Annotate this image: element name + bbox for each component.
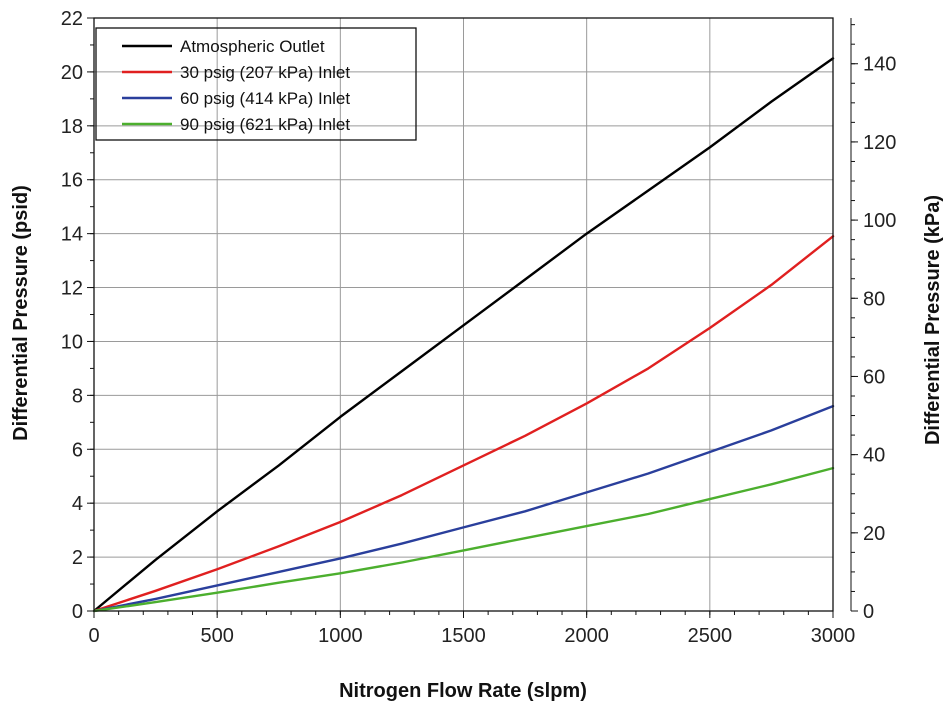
y-tick-label: 2 <box>72 547 83 569</box>
y2-tick-label: 80 <box>863 288 885 310</box>
y2-tick-label: 40 <box>863 445 885 467</box>
grid <box>94 18 833 611</box>
y-tick-label: 16 <box>61 170 83 192</box>
x-tick-label: 2000 <box>564 625 609 647</box>
x-tick-label: 500 <box>200 625 233 647</box>
legend-label: 60 psig (414 kPa) Inlet <box>180 89 350 108</box>
y-tick-label: 12 <box>61 278 83 300</box>
series-line-1 <box>92 57 835 613</box>
y-tick-label: 10 <box>61 331 83 353</box>
legend-label: 90 psig (621 kPa) Inlet <box>180 115 350 134</box>
legend-label: 30 psig (207 kPa) Inlet <box>180 63 350 82</box>
series-line-4 <box>92 466 835 613</box>
y-tick-label: 6 <box>72 439 83 461</box>
series-line-2 <box>92 235 835 613</box>
y-tick-label: 0 <box>72 601 83 623</box>
y2-tick-label: 100 <box>863 210 896 232</box>
y-tick-label: 18 <box>61 116 83 138</box>
y2-tick-label: 20 <box>863 523 885 545</box>
legend: Atmospheric Outlet 30 psig (207 kPa) Inle… <box>95 27 417 141</box>
y2-tick-label: 120 <box>863 132 896 154</box>
x-tick-label: 1500 <box>441 625 486 647</box>
x-tick-label: 3000 <box>811 625 856 647</box>
y-tick-label: 8 <box>72 385 83 407</box>
axis-ticks <box>87 17 858 618</box>
y-axis-title: Differential Pressure (psid) <box>10 185 32 441</box>
y-tick-label: 4 <box>72 493 83 515</box>
tick-labels: 0 500 1000 1500 2000 2500 30000246810121416182… <box>61 8 897 647</box>
x-tick-label: 1000 <box>318 625 363 647</box>
y-tick-label: 14 <box>61 224 83 246</box>
legend-box <box>95 27 417 141</box>
x-tick-label: 0 <box>88 625 99 647</box>
x-tick-label: 2500 <box>688 625 733 647</box>
legend-label: Atmospheric Outlet <box>180 37 325 56</box>
series-lines <box>92 57 835 613</box>
series-line-3 <box>92 404 835 613</box>
x-axis-title: Nitrogen Flow Rate (slpm) <box>339 680 587 702</box>
y2-axis-title: Differential Pressure (kPa) <box>922 195 944 445</box>
y2-tick-label: 60 <box>863 366 885 388</box>
y-tick-label: 22 <box>61 8 83 30</box>
y2-tick-label: 140 <box>863 54 896 76</box>
y2-tick-label: 0 <box>863 601 874 623</box>
y-tick-label: 20 <box>61 62 83 84</box>
